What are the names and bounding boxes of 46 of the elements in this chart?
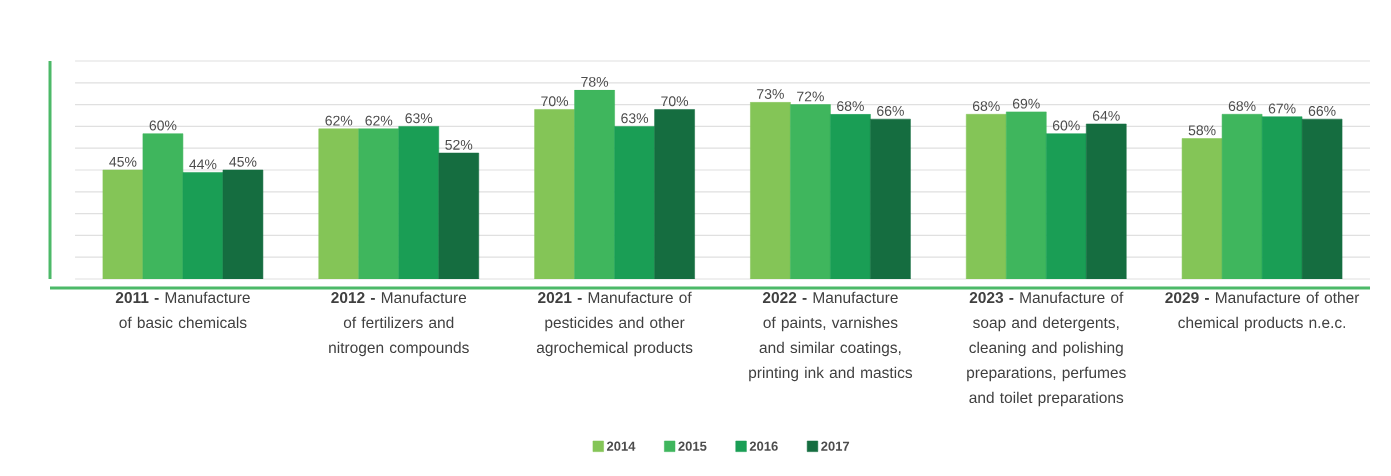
legend-label: 2014: [606, 441, 636, 451]
data-label: 44%: [189, 159, 217, 170]
data-label: 45%: [109, 156, 137, 167]
data-label: 60%: [149, 120, 177, 131]
data-label: 70%: [541, 96, 569, 107]
data-label: 73%: [757, 89, 784, 99]
data-label: 67%: [1268, 103, 1296, 114]
data-label: 52%: [445, 139, 473, 150]
legend-label: 2015: [678, 441, 707, 451]
x-tick-label: 2023 - Manufacture of soap and detergents, cleaning and polishing preparations, perfumes and toilet preparations: [967, 291, 1126, 407]
bar: [1005, 111, 1047, 279]
data-label: 63%: [405, 113, 433, 124]
bar: [318, 128, 360, 279]
x-tick-label: 2021 - Manufacture of pesticides and other agrochemical products: [536, 291, 693, 357]
bar: [358, 128, 400, 279]
bar: [750, 101, 791, 279]
legend-label: 2017: [821, 441, 850, 451]
bar: [534, 109, 575, 279]
bar: [965, 114, 1007, 279]
data-label: 68%: [1228, 101, 1256, 112]
data-label: 62%: [365, 115, 393, 126]
data-label: 68%: [972, 101, 1000, 112]
bar: [1221, 114, 1263, 279]
bar: [790, 104, 831, 279]
data-label: 60%: [1052, 120, 1080, 131]
data-label: 70%: [661, 96, 689, 107]
data-label: 45%: [229, 156, 257, 167]
data-label: 64%: [1092, 110, 1120, 121]
data-label: 58%: [1188, 125, 1216, 136]
data-label: 63%: [621, 113, 649, 124]
x-tick-label: 2022 - Manufacture of paints, varnishes and similar coatings, printing ink and mastics: [749, 291, 913, 382]
data-label: 66%: [1308, 105, 1336, 116]
data-label: 78%: [581, 76, 609, 87]
data-label: 69%: [1012, 98, 1040, 109]
data-label: 68%: [837, 101, 864, 112]
data-label: 66%: [877, 105, 904, 116]
x-tick-label: 2029 - Manufacture of other chemical products n.e.c.: [1165, 291, 1360, 332]
bar: [102, 169, 144, 279]
legend-label: 2016: [749, 441, 778, 451]
x-tick-label: 2012 - Manufacture of fertilizers and nitrogen compounds: [329, 291, 469, 357]
data-label: 72%: [797, 91, 824, 102]
x-tick-label: 2011 - Manufacture of basic chemicals: [115, 291, 250, 329]
bar: [1181, 138, 1223, 279]
bar: [574, 89, 615, 279]
bar: [142, 133, 184, 279]
data-label: 62%: [325, 115, 353, 126]
